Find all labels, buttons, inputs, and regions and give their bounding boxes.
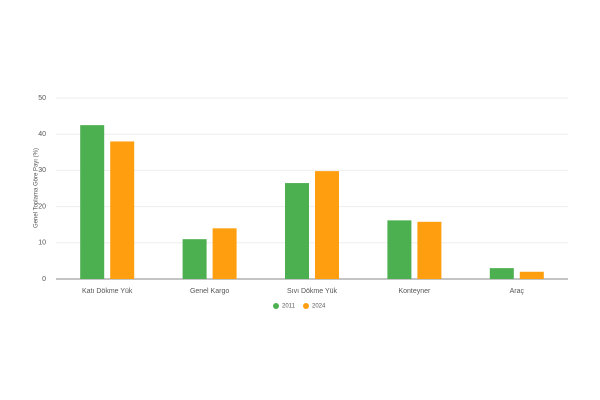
x-tick-label: Katı Dökme Yük <box>82 288 133 295</box>
y-tick-label: 10 <box>38 240 46 247</box>
bar <box>212 228 237 279</box>
x-tick-label: Sıvı Dökme Yük <box>287 288 338 295</box>
x-tick-label: Araç <box>510 288 525 295</box>
legend-marker <box>303 303 309 309</box>
bar <box>489 268 514 279</box>
bar <box>387 220 412 279</box>
y-tick-label: 30 <box>38 167 46 174</box>
bar <box>80 125 105 280</box>
y-tick-label: 0 <box>42 276 46 283</box>
bar <box>182 239 207 279</box>
bar <box>417 221 442 279</box>
y-tick-label: 20 <box>38 203 46 210</box>
y-tick-label: 40 <box>38 131 46 138</box>
x-tick-label: Konteyner <box>398 288 431 295</box>
legend-marker <box>273 303 279 309</box>
y-tick-label: 50 <box>38 95 46 102</box>
y-axis-label: Genel Toplama Göre Payı (%) <box>34 148 40 228</box>
x-tick-label: Genel Kargo <box>190 288 229 295</box>
legend-label: 2011 <box>282 304 296 310</box>
bar <box>519 271 544 279</box>
bar <box>285 183 309 279</box>
legend-label: 2024 <box>312 304 326 310</box>
bar <box>110 141 135 279</box>
bar <box>315 171 339 279</box>
